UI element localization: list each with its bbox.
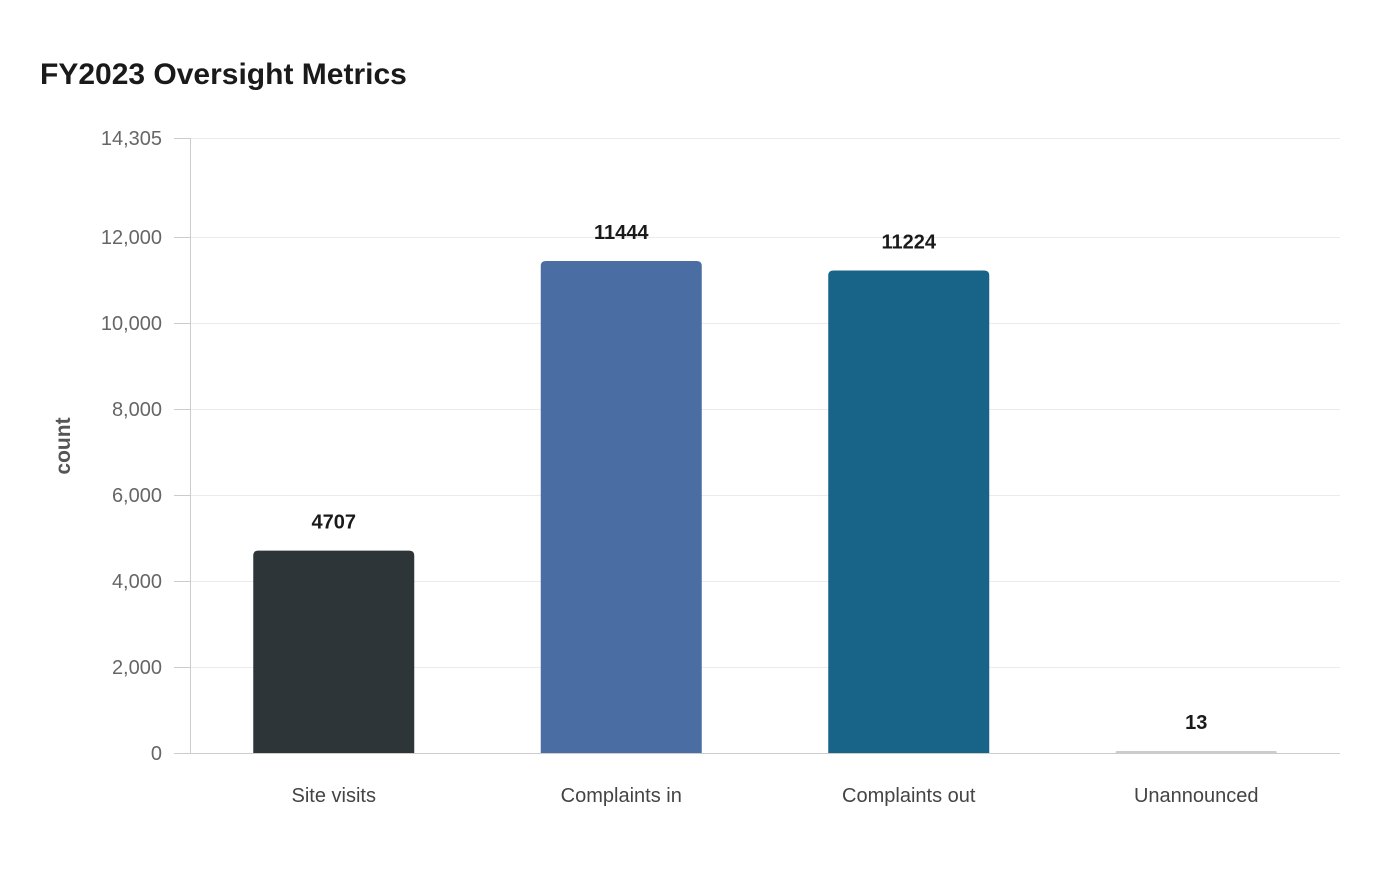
data-label: 4707 <box>312 512 357 534</box>
bar-complaints-out <box>828 270 990 753</box>
data-labels: 4707 11444 11224 13 <box>312 222 1208 734</box>
x-category-label: Complaints out <box>842 785 976 807</box>
y-tick-label: 8,000 <box>112 399 162 421</box>
y-tick-label: 12,000 <box>101 227 162 249</box>
y-tick-label: 4,000 <box>112 571 162 593</box>
y-tick-label: 10,000 <box>101 313 162 335</box>
x-category-label: Unannounced <box>1134 785 1259 807</box>
axes <box>190 138 1340 754</box>
x-category-label: Complaints in <box>561 785 682 807</box>
y-tick-label: 0 <box>151 743 162 765</box>
data-label: 11444 <box>594 222 649 244</box>
bar-complaints-in <box>540 261 702 753</box>
bar-unannounced <box>1115 751 1277 753</box>
bar-site-visits <box>253 550 415 753</box>
y-axis-title: count <box>52 417 75 474</box>
data-label: 13 <box>1185 712 1207 734</box>
category-labels: Site visits Complaints in Complaints out Un… <box>292 785 1259 807</box>
y-tick-label: 14,305 <box>101 128 162 150</box>
chart-title: FY2023 Oversight Metrics <box>40 58 407 91</box>
y-tick-labels: 0 2,000 4,000 6,000 8,000 10,000 12,000 14,305 <box>101 128 162 765</box>
x-category-label: Site visits <box>292 785 376 807</box>
data-label: 11224 <box>881 231 936 253</box>
y-tick-label: 2,000 <box>112 657 162 679</box>
bars <box>253 261 1277 753</box>
y-tick-label: 6,000 <box>112 485 162 507</box>
